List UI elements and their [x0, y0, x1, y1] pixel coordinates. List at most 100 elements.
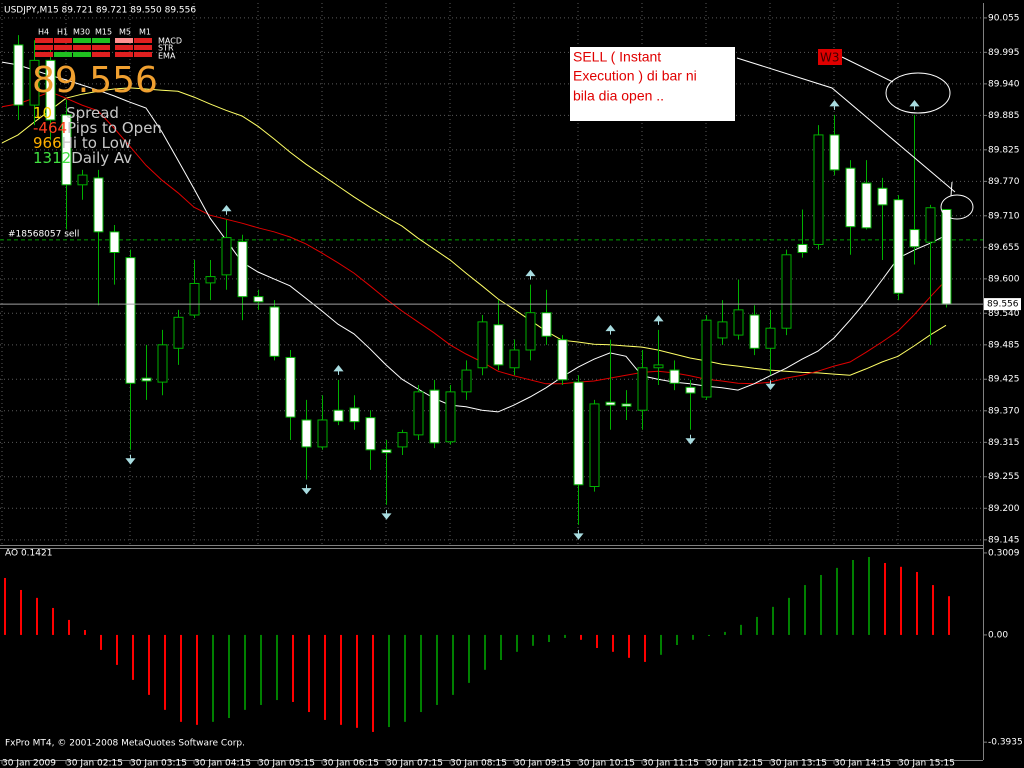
- candle-body: [717, 321, 728, 339]
- timeframe-label: H4: [38, 28, 49, 37]
- ellipse: [940, 194, 974, 220]
- stat-value: 966: [33, 134, 62, 152]
- candle-body: [733, 309, 744, 336]
- y-tick-label: 89.485: [988, 340, 1020, 350]
- candle-body: [829, 134, 840, 171]
- fractal-arrow: [221, 204, 232, 215]
- candle-body: [925, 207, 936, 243]
- candle-body: [221, 237, 232, 276]
- stat-label: Hi to Low: [62, 134, 132, 152]
- trend-line: [736, 57, 956, 193]
- candle-body: [285, 356, 296, 418]
- signal-block: [54, 38, 72, 43]
- candle-body: [813, 134, 824, 245]
- candle-body: [109, 231, 120, 253]
- candle-body: [413, 391, 424, 436]
- sub-title: AO 0.1421: [5, 549, 52, 559]
- candle-body: [877, 187, 888, 206]
- candle-body: [333, 409, 344, 422]
- candle-body: [669, 369, 680, 384]
- signal-block: [115, 38, 133, 43]
- timeframe-label: M5: [119, 28, 131, 37]
- y-tick-label: -0.3935: [988, 738, 1023, 748]
- fractal-arrow: [829, 100, 840, 110]
- fractal-arrow: [605, 324, 616, 335]
- candle-body: [445, 391, 456, 443]
- signal-block: [54, 52, 72, 57]
- moving-average: [1, 61, 947, 413]
- signal-block: [73, 45, 91, 50]
- candle-body: [77, 174, 88, 186]
- candle-body: [141, 377, 152, 382]
- candle-body: [781, 254, 792, 329]
- candle-body: [253, 296, 264, 303]
- indicator-label: EMA: [158, 52, 176, 61]
- candle-body: [589, 403, 600, 487]
- candle-body: [509, 349, 520, 369]
- x-tick-label: 30 Jan 02:15: [66, 759, 123, 768]
- indicator-label: MACD: [158, 37, 182, 46]
- x-tick-label: 30 Jan 03:15: [130, 759, 187, 768]
- timeframe-label: M15: [95, 28, 112, 37]
- big-price: 89.556: [32, 60, 158, 101]
- y-tick-label: 0.00: [988, 630, 1008, 640]
- moving-average: [1, 91, 947, 385]
- y-tick-label: 89.200: [988, 504, 1020, 514]
- candle-body: [429, 389, 440, 444]
- x-tick-label: 30 Jan 11:15: [642, 759, 699, 768]
- ellipse: [885, 72, 951, 114]
- x-tick-label: 30 Jan 12:15: [706, 759, 763, 768]
- candle-body: [701, 319, 712, 398]
- candle-body: [797, 243, 808, 253]
- signal-block: [35, 45, 53, 50]
- order-label: #18568057 sell: [8, 230, 79, 240]
- signal-block: [54, 45, 72, 50]
- fractal-arrow: [381, 509, 392, 520]
- y-tick-label: 89.370: [988, 406, 1020, 416]
- candle-body: [845, 167, 856, 228]
- moving-average: [1, 87, 947, 376]
- signal-block: [92, 38, 110, 43]
- stat-line: -464Pips to Open: [33, 119, 162, 137]
- y-tick-label: 89.710: [988, 211, 1020, 221]
- signal-block: [134, 38, 152, 43]
- pointer-line: [841, 56, 894, 83]
- candle-body: [605, 401, 616, 406]
- signal-block: [35, 52, 53, 57]
- candle-body: [189, 282, 200, 316]
- stat-line: 966Hi to Low: [33, 134, 131, 152]
- pointer-line: [950, 181, 953, 197]
- footer: FxPro MT4, © 2001-2008 MetaQuotes Softwa…: [5, 739, 245, 749]
- y-tick-label: 89.655: [988, 243, 1020, 253]
- stat-label: Daily Av: [71, 149, 132, 167]
- candle-body: [893, 199, 904, 294]
- candle-body: [525, 312, 536, 351]
- candle-body: [269, 306, 280, 357]
- stat-value: -464: [33, 119, 67, 137]
- x-tick-label: 30 Jan 04:15: [194, 759, 251, 768]
- candle-body: [477, 321, 488, 369]
- drawings: [736, 56, 974, 220]
- candle-body: [909, 229, 920, 248]
- price-box-label: 89.556: [987, 300, 1019, 310]
- y-tick-label: 89.255: [988, 472, 1020, 482]
- candle-body: [397, 432, 408, 448]
- note-line: SELL ( Instant: [573, 49, 661, 65]
- wave-label: W3: [820, 51, 840, 65]
- candle-body: [749, 314, 760, 349]
- candle-body: [493, 324, 504, 366]
- candle-body: [93, 177, 104, 233]
- x-tick-label: 30 Jan 05:15: [258, 759, 315, 768]
- fractal-arrow: [301, 484, 312, 495]
- candle-body: [349, 407, 360, 423]
- candle-body: [173, 316, 184, 349]
- stat-label: Spread: [66, 104, 119, 122]
- marks: 89.556: [0, 35, 1021, 732]
- fractal-arrow: [765, 380, 776, 391]
- indicator-label: STR: [158, 44, 174, 53]
- signal-block: [115, 45, 133, 50]
